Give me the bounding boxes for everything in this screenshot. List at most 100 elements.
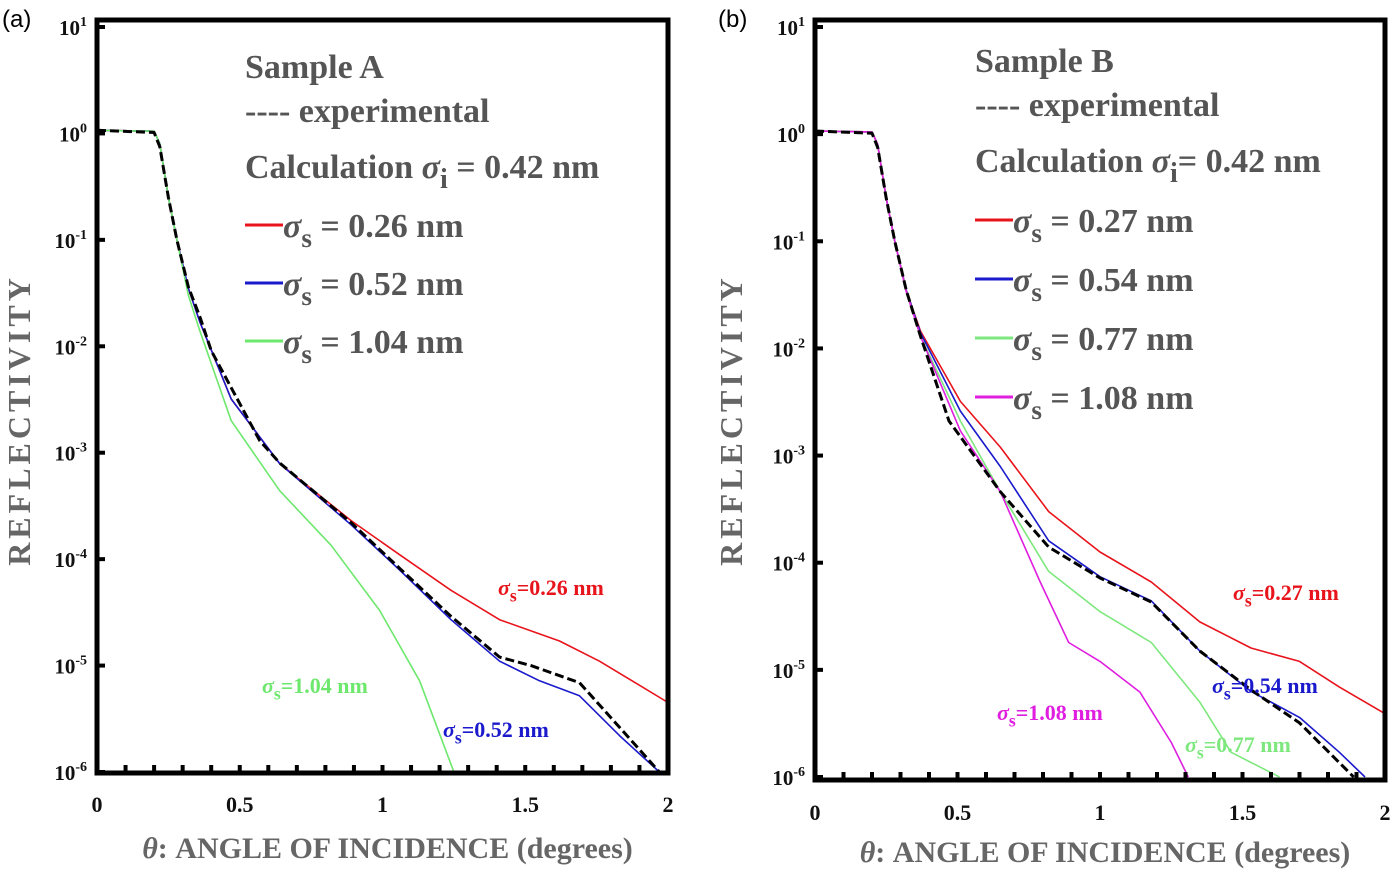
y-tick-label: 10-5 [772, 658, 805, 683]
y-tick-label: 10-2 [54, 334, 87, 359]
x-tick-label: 1 [1095, 800, 1106, 825]
curve-annotation-symbol: σ [1233, 580, 1246, 605]
y-tick-exponent: 1 [80, 15, 87, 30]
y-tick-label: 100 [59, 121, 87, 146]
series-line-3 [815, 130, 1190, 778]
y-tick-base: 10 [54, 335, 75, 359]
legend-entry-symbol: σ [1013, 321, 1033, 358]
x-axis-label: θ: ANGLE OF INCIDENCE (degrees) [142, 832, 633, 865]
y-tick-base: 10 [772, 230, 793, 254]
legend-calculation: Calculation σi= 0.42 nm [975, 143, 1321, 189]
y-tick-exponent: -3 [793, 444, 805, 459]
y-tick-base: 10 [54, 761, 75, 785]
curve-annotation: σs=0.54 nm [1212, 673, 1318, 704]
y-tick-exponent: -6 [793, 765, 805, 780]
panel-b: (b)0 0.5 1 1.5 210110010-110-210-310-410-510… [713, 6, 1391, 869]
legend-experimental: ---- experimental [245, 93, 490, 130]
y-tick-base: 10 [772, 552, 793, 576]
y-tick-exponent: -4 [75, 547, 87, 562]
y-tick-base: 10 [777, 123, 798, 147]
legend-calculation-symbol: σ [422, 149, 442, 186]
legend-entry-text: = 0.52 nm [312, 266, 464, 303]
series-group [815, 129, 1385, 779]
legend-entry-text: = 0.26 nm [312, 208, 464, 245]
legend-entry: σs = 0.27 nm [1013, 203, 1194, 248]
curve-annotation: σs=0.26 nm [498, 575, 604, 606]
y-tick-label: 101 [777, 15, 805, 40]
curve-annotation-text: =0.77 nm [1204, 732, 1291, 757]
y-tick-base: 10 [59, 16, 80, 40]
curve-annotation: σs=0.77 nm [1185, 732, 1291, 763]
x-tick-label: 1 [377, 792, 388, 817]
legend-entry-text: = 0.54 nm [1042, 262, 1194, 299]
y-tick-label: 10-1 [772, 229, 805, 254]
legend-calculation: Calculation σi = 0.42 nm [245, 149, 599, 195]
x-tick-label: 1.5 [1229, 800, 1257, 825]
legend-calculation-text: Calculation [975, 143, 1152, 180]
legend-entry-symbol: σ [1013, 262, 1033, 299]
panel-label: (a) [2, 6, 31, 33]
curve-annotation-subscript: s [1224, 684, 1231, 704]
curve-annotation-subscript: s [1009, 711, 1016, 731]
curve-annotation-subscript: s [510, 586, 517, 606]
curve-annotation-symbol: σ [262, 673, 275, 698]
legend-entry: σs = 0.77 nm [1013, 321, 1194, 366]
y-tick-base: 10 [54, 229, 75, 253]
y-tick-exponent: -5 [75, 654, 87, 669]
x-tick-label: 1.5 [512, 792, 540, 817]
legend-entry-symbol: σ [1013, 380, 1033, 417]
curve-annotation: σs=1.08 nm [997, 700, 1103, 731]
legend-entry-symbol: σ [283, 324, 303, 361]
y-tick-exponent: -2 [75, 334, 87, 349]
legend-entry-subscript: s [1031, 395, 1042, 425]
y-tick-base: 10 [54, 548, 75, 572]
curve-annotation-symbol: σ [1212, 673, 1225, 698]
legend: Sample A ---- experimental Calculation σi … [245, 49, 599, 369]
curve-annotation-text: =0.26 nm [517, 575, 604, 600]
curve-annotation-subscript: s [1197, 743, 1204, 763]
y-tick-base: 10 [54, 655, 75, 679]
x-tick-label: 0 [92, 792, 103, 817]
legend-calculation-subscript: i [1170, 158, 1178, 189]
y-tick-exponent: -1 [793, 229, 805, 244]
y-tick-exponent: -5 [793, 658, 805, 673]
legend-entry: σs = 0.54 nm [1013, 262, 1194, 307]
x-tick-label: 0 [810, 800, 821, 825]
legend-calculation-value: = 0.42 nm [1178, 143, 1321, 180]
legend-entry-subscript: s [1031, 277, 1042, 307]
curve-annotation-subscript: s [455, 728, 462, 748]
y-tick-base: 10 [777, 16, 798, 40]
y-tick-label: 10-4 [54, 547, 87, 572]
curve-annotation-symbol: σ [997, 700, 1010, 725]
x-axis-text: : ANGLE OF INCIDENCE (degrees) [158, 832, 633, 865]
legend-entry-subscript: s [301, 339, 312, 369]
y-tick-base: 10 [772, 766, 793, 790]
curve-annotation: σs=0.27 nm [1233, 580, 1339, 611]
legend-entry-symbol: σ [1013, 203, 1033, 240]
y-tick-label: 10-2 [772, 336, 805, 361]
y-tick-label: 10-1 [54, 228, 87, 253]
plot-frame [94, 17, 671, 776]
y-axis-label: REFLECTIVITY [713, 274, 749, 566]
legend-entry: σs = 0.52 nm [283, 266, 464, 311]
x-axis-symbol: θ [860, 836, 876, 869]
x-axis-text: : ANGLE OF INCIDENCE (degrees) [875, 836, 1350, 869]
legend-title: Sample B [975, 43, 1114, 80]
curve-annotation-symbol: σ [1185, 732, 1198, 757]
x-tick-label: 2 [663, 792, 674, 817]
y-tick-base: 10 [54, 442, 75, 466]
y-tick-label: 10-3 [54, 441, 87, 466]
y-tick-exponent: 1 [798, 15, 805, 30]
curve-annotation: σs=1.04 nm [262, 673, 368, 704]
legend-title: Sample A [245, 49, 384, 86]
y-tick-label: 10-6 [54, 760, 87, 785]
legend-entry: σs = 1.08 nm [1013, 380, 1194, 425]
x-axis-label: θ: ANGLE OF INCIDENCE (degrees) [860, 836, 1351, 869]
legend-calculation-symbol: σ [1152, 143, 1172, 180]
curve-annotation-symbol: σ [498, 575, 511, 600]
y-tick-label: 10-4 [772, 551, 805, 576]
legend-entry-subscript: s [1031, 336, 1042, 366]
legend-entry-text: = 0.27 nm [1042, 203, 1194, 240]
y-tick-base: 10 [772, 445, 793, 469]
